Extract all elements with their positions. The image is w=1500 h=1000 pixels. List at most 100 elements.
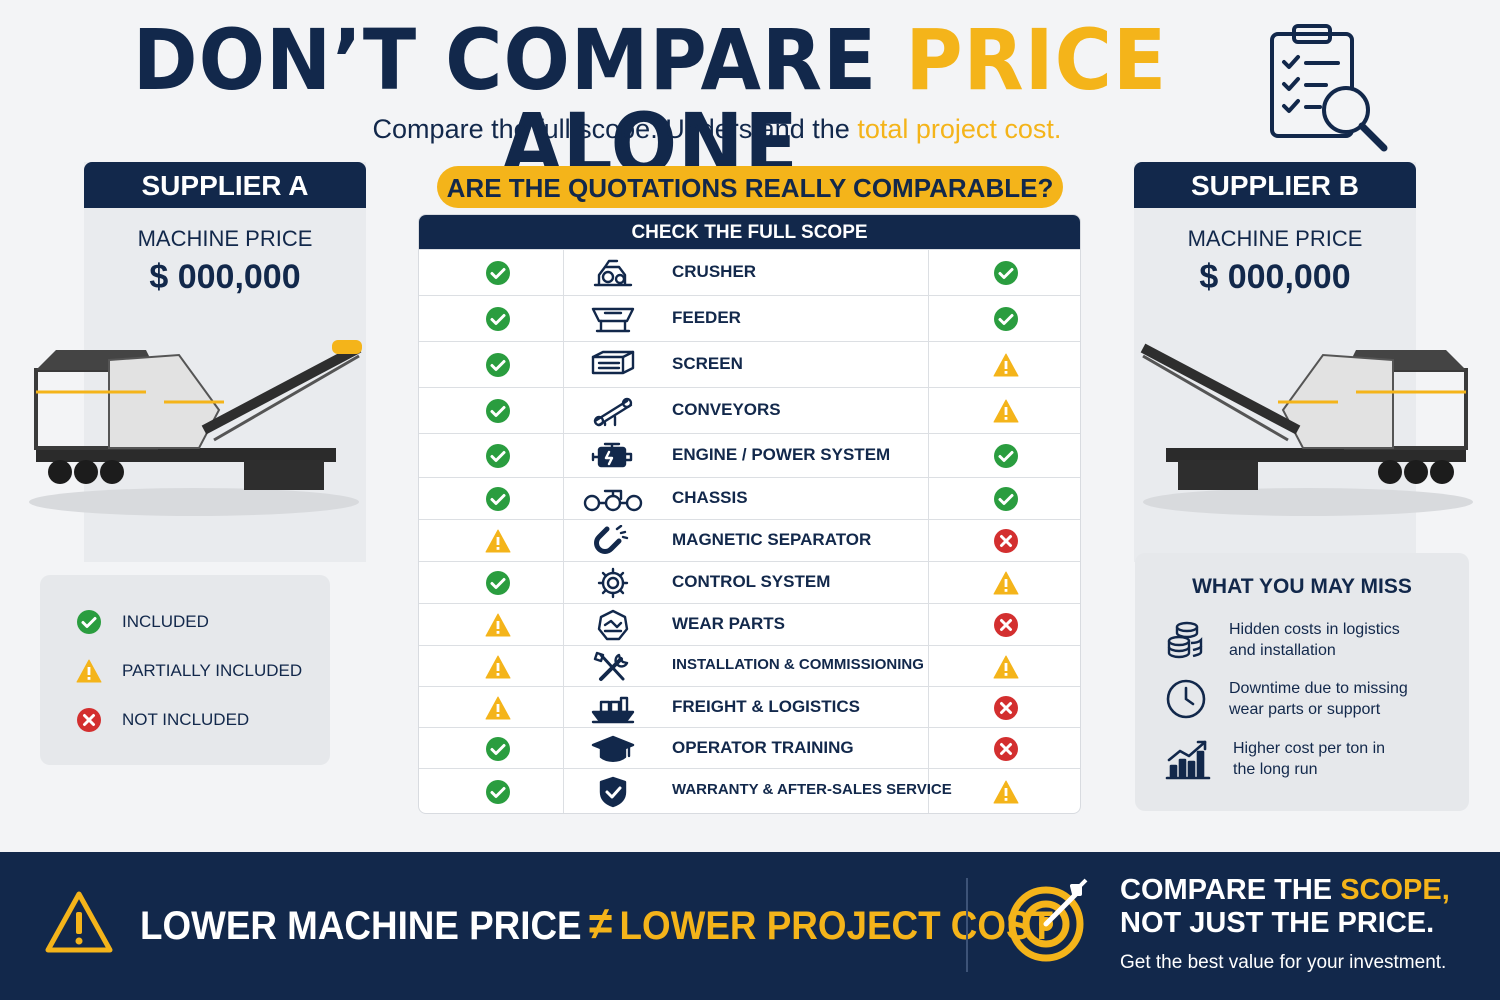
gear-icon: [591, 567, 635, 604]
scope-item-label: ENGINE / POWER SYSTEM: [672, 445, 891, 464]
supplier-b-warning-triangle-icon: [993, 654, 1019, 685]
miss-item-line1: Hidden costs in logistics: [1229, 621, 1400, 638]
table-header: CHECK THE FULL SCOPE: [419, 215, 1080, 249]
warning-triangle-icon: [45, 891, 113, 953]
footer-right-line2: NOT JUST THE PRICE.: [1120, 907, 1435, 939]
supplier-a-check-circle-icon: [485, 260, 511, 291]
footer-banner: LOWER MACHINE PRICE ≠ LOWER PROJECT COST C…: [0, 852, 1500, 1000]
supplier-a-warning-triangle-icon: [485, 654, 511, 685]
supplier-a-warning-triangle-icon: [485, 695, 511, 726]
supplier-a-check-circle-icon: [485, 486, 511, 517]
clipboard-checklist-icon: [1270, 24, 1388, 152]
table-row: INSTALLATION & COMMISSIONING: [419, 645, 1080, 688]
scope-item-label: INSTALLATION & COMMISSIONING: [672, 655, 924, 673]
subtitle-highlight: total project cost.: [857, 114, 1062, 144]
mobile-crusher-image-b: [1140, 343, 1473, 516]
footer-left-highlight: LOWER PROJECT COST: [619, 904, 1053, 948]
legend-partial: PARTIALLY INCLUDED: [76, 658, 302, 684]
ship-icon: [591, 692, 635, 729]
engine-icon: [591, 440, 635, 477]
table-divider: [928, 249, 929, 813]
scope-item-label: OPERATOR TRAINING: [672, 737, 854, 757]
table-row: FREIGHT & LOGISTICS: [419, 686, 1080, 729]
supplier-a-check-circle-icon: [485, 352, 511, 383]
supplier-a-check-circle-icon: [485, 398, 511, 429]
scope-item-label: SCREEN: [672, 354, 743, 373]
table-row: FEEDER: [419, 295, 1080, 341]
page-title: DON’T COMPARE PRICE ALONE: [46, 18, 1255, 186]
mobile-crusher-image-a: [29, 340, 362, 516]
supplier-b-check-circle-icon: [993, 260, 1019, 291]
coins-icon: [1167, 621, 1203, 659]
miss-title: WHAT YOU MAY MISS: [1192, 575, 1412, 598]
supplier-b-warning-triangle-icon: [993, 398, 1019, 429]
screen-icon: [591, 349, 635, 386]
table-row: ENGINE / POWER SYSTEM: [419, 433, 1080, 477]
subtitle: Compare the full scope. Understand the t…: [0, 114, 1434, 145]
scope-item-label: CRUSHER: [672, 262, 757, 281]
supplier-a-check-circle-icon: [485, 736, 511, 767]
supplier-b-x-circle-icon: [993, 736, 1019, 767]
table-row: CONVEYORS: [419, 387, 1080, 433]
supplier-b-x-circle-icon: [993, 695, 1019, 726]
legend: INCLUDED PARTIALLY INCLUDED NOT INCLUDED: [40, 575, 330, 765]
legend-not: NOT INCLUDED: [76, 707, 249, 733]
table-row: WEAR PARTS: [419, 603, 1080, 646]
shield-check-icon: [591, 776, 635, 813]
supplier-b-warning-triangle-icon: [993, 570, 1019, 601]
miss-item: Higher cost per ton in the long run: [1165, 738, 1385, 780]
footer-divider: [966, 878, 968, 972]
scope-item-label: WEAR PARTS: [672, 614, 786, 633]
supplier-a-warning-triangle-icon: [485, 612, 511, 643]
table-row: WARRANTY & AFTER-SALES SERVICE: [419, 768, 1080, 813]
table-row: SCREEN: [419, 341, 1080, 387]
supplier-b-warning-triangle-icon: [993, 352, 1019, 383]
supplier-b-check-circle-icon: [993, 306, 1019, 337]
feeder-icon: [591, 303, 635, 340]
crusher-icon: [591, 257, 635, 294]
footer-right-text: COMPARE THE SCOPE, NOT JUST THE PRICE. G…: [1120, 874, 1450, 974]
scope-item-label: FREIGHT & LOGISTICS: [672, 696, 860, 716]
legend-included-label: INCLUDED: [122, 612, 209, 631]
warning-triangle-icon: [76, 659, 102, 683]
supplier-b-warning-triangle-icon: [993, 779, 1019, 810]
supplier-a-price-label: MACHINE PRICE: [137, 226, 313, 251]
what-you-may-miss-card: WHAT YOU MAY MISS Hidden costs in logist…: [1135, 553, 1469, 811]
table-divider: [563, 249, 564, 813]
supplier-b-x-circle-icon: [993, 612, 1019, 643]
supplier-b-title: SUPPLIER B: [1134, 162, 1416, 208]
table-row: CRUSHER: [419, 249, 1080, 295]
supplier-a-price: $ 000,000: [149, 258, 301, 296]
question-banner: ARE THE QUOTATIONS REALLY COMPARABLE?: [437, 166, 1063, 208]
tools-icon: [591, 651, 635, 688]
scope-item-label: WARRANTY & AFTER-SALES SERVICE: [672, 781, 952, 798]
table-row: MAGNETIC SEPARATOR: [419, 519, 1080, 561]
footer-message: LOWER MACHINE PRICE ≠ LOWER PROJECT COST: [140, 896, 1053, 950]
miss-item-line2: the long run: [1233, 761, 1318, 778]
supplier-a-check-circle-icon: [485, 306, 511, 337]
check-circle-icon: [77, 610, 101, 634]
clock-icon: [1166, 679, 1206, 719]
title-highlight: PRICE: [905, 11, 1168, 109]
scope-item-label: FEEDER: [672, 308, 741, 327]
legend-not-label: NOT INCLUDED: [122, 710, 250, 729]
scope-item-label: CONVEYORS: [672, 400, 781, 419]
table-row: CONTROL SYSTEM: [419, 561, 1080, 604]
chassis-icon: [583, 483, 643, 520]
scope-table: CHECK THE FULL SCOPE CRUSHER FEEDER SCREEN…: [418, 214, 1081, 814]
supplier-a-warning-triangle-icon: [485, 528, 511, 559]
table-row: CHASSIS: [419, 477, 1080, 520]
supplier-a-check-circle-icon: [485, 570, 511, 601]
subtitle-part1: Compare the full scope. Understand the: [372, 114, 858, 144]
miss-item-line2: wear parts or support: [1229, 701, 1381, 718]
footer-right-highlight: SCOPE,: [1340, 874, 1450, 906]
scope-item-label: MAGNETIC SEPARATOR: [672, 530, 872, 549]
miss-item: Hidden costs in logistics and installatio…: [1165, 619, 1400, 661]
table-row: OPERATOR TRAINING: [419, 727, 1080, 768]
supplier-a-check-circle-icon: [485, 779, 511, 810]
wear-parts-icon: [591, 609, 635, 646]
not-equal-sign: ≠: [588, 897, 613, 949]
miss-item: Downtime due to missing wear parts or sup…: [1165, 678, 1408, 720]
footer-left-text: LOWER MACHINE PRICE: [140, 904, 582, 948]
scope-item-label: CHASSIS: [672, 488, 748, 507]
